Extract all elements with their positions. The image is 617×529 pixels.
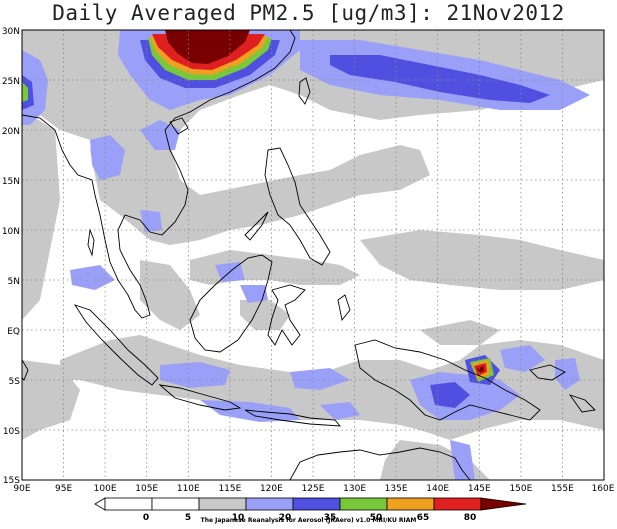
lon-tick-label: 100E <box>94 484 117 494</box>
coastlines <box>22 30 596 480</box>
colorbar-tick-label: 10 <box>232 513 245 523</box>
pm25-above-80-region <box>165 30 484 373</box>
map-frame <box>21 29 605 481</box>
coast-sulawesi <box>267 284 306 346</box>
lon-tick-label: 95E <box>55 484 72 494</box>
colorbar-segment-20-35 <box>245 497 294 511</box>
lon-tick-label: 105E <box>135 484 158 494</box>
lon-tick-label: 130E <box>343 484 366 494</box>
map-grid <box>22 30 604 480</box>
lat-tick-label: 10S <box>3 427 20 437</box>
latitude-tick-labels: 30N 25N 20N 15N 10N 5N EQ 5S 10S 15S <box>2 27 20 486</box>
lat-tick-label: 5N <box>8 277 20 287</box>
lon-tick-label: 135E <box>385 484 408 494</box>
coast-new-guinea <box>354 339 541 421</box>
lat-tick-label: 25N <box>2 77 20 87</box>
colorbar-tick-label: 20 <box>279 513 292 523</box>
colorbar-tick-label: 0 <box>143 513 149 523</box>
lon-tick-label: 125E <box>302 484 325 494</box>
colorbar: 0 5 10 20 35 50 65 80 <box>94 497 527 523</box>
coast-andaman <box>87 228 95 257</box>
longitude-tick-labels: 90E 95E 100E 105E 110E 115E 120E 125E 13… <box>13 484 614 494</box>
colorbar-tick-label: 5 <box>185 513 191 523</box>
lat-tick-label: EQ <box>7 327 20 337</box>
coast-halmahera <box>337 294 351 322</box>
lat-tick-label: 15S <box>3 476 20 486</box>
lat-tick-label: 15N <box>2 177 20 187</box>
coast-mindoro-palawan <box>244 211 269 241</box>
lon-tick-label: 115E <box>218 484 241 494</box>
colorbar-segment-over <box>480 497 527 511</box>
lat-tick-label: 5S <box>9 377 21 387</box>
colorbar-tick-label: 65 <box>417 513 430 523</box>
coast-new-britain <box>529 364 566 381</box>
coast-taiwan <box>298 77 311 105</box>
lon-tick-label: 140E <box>426 484 449 494</box>
lon-tick-label: 120E <box>260 484 283 494</box>
coast-sumatra <box>73 304 159 386</box>
colorbar-segment-10-20 <box>198 497 247 511</box>
colorbar-segment-0-5 <box>104 497 153 511</box>
coast-srilanka-edge <box>22 359 29 381</box>
colorbar-segment-under <box>94 497 106 511</box>
coast-philippines <box>264 147 331 266</box>
lon-tick-label: 90E <box>13 484 30 494</box>
colorbar-segment-50-65 <box>339 497 388 511</box>
lat-tick-label: 30N <box>2 27 20 37</box>
colorbar-segment-35-50 <box>292 497 341 511</box>
colorbar-tick-label: 35 <box>324 513 337 523</box>
lat-tick-label: 20N <box>2 127 20 137</box>
lon-tick-label: 155E <box>551 484 574 494</box>
coast-borneo <box>189 254 273 353</box>
colorbar-segment-65-80 <box>386 497 435 511</box>
lat-tick-label: 10N <box>2 227 20 237</box>
map-title: Daily Averaged PM2.5 [ug/m3]: 21Nov2012 <box>52 1 565 25</box>
coast-lesser-sunda <box>244 409 342 427</box>
colorbar-segment-5-10 <box>151 497 200 511</box>
data-credit: The Japanese Reanalysis for Aerosol (JRA… <box>200 517 417 524</box>
lon-tick-label: 160E <box>592 484 615 494</box>
lon-tick-label: 110E <box>177 484 200 494</box>
coast-solomon <box>568 394 596 413</box>
colorbar-tick-label: 50 <box>370 513 383 523</box>
lon-tick-label: 150E <box>509 484 532 494</box>
coast-mainland-asia <box>22 30 296 319</box>
colorbar-segment-80 <box>433 497 482 511</box>
lon-tick-label: 145E <box>468 484 491 494</box>
coast-hainan <box>169 117 189 135</box>
colorbar-tick-label: 80 <box>464 513 477 523</box>
coast-australia <box>289 447 471 480</box>
coast-java <box>158 384 242 411</box>
